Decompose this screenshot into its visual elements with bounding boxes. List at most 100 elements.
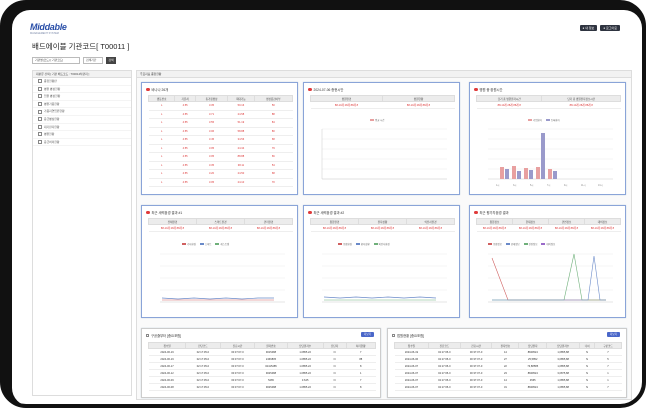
more-button[interactable]: 더보기 — [606, 332, 620, 337]
app-logo[interactable]: Middable — [30, 22, 67, 32]
table-cell: 2024-06-19 — [148, 355, 186, 363]
table-row[interactable]: 2024-06-19 02:17:05-0 00:37:07-0 14 8849524 1… — [394, 348, 622, 356]
legend-swatch — [488, 243, 492, 246]
screen: Middable MANAGEMENT SYSTEM ● 내 정보 ● 로그아웃… — [12, 10, 642, 404]
column-header: 당기 총 병원환자시간 — [475, 95, 543, 102]
table-cell: 1,0855,88 — [546, 383, 580, 391]
table-cell: 3.645 — [287, 376, 324, 384]
alert-dot-icon — [308, 87, 312, 92]
table-cell: 7 — [346, 376, 376, 384]
card-title: 최근 평가차환경 결과 — [479, 211, 509, 215]
dashboard-main: 주요지표 종합현황 바나나 26개 병동번호 기준치 총가용병상 최대가능 병상… — [136, 70, 632, 400]
sidebar-item[interactable]: 병원 병상현황 — [33, 86, 131, 94]
card-recent-result-2: 최근 세력환경 결과 #2 종합환경 환자상황 의전사환경 88-10개 28개 8… — [303, 205, 460, 318]
table-row[interactable]: 2024-06-19 02:17:05-0 00:37:07-0 2466805 1.0… — [148, 355, 376, 363]
column-header: 병원현황 — [382, 95, 455, 102]
more-button[interactable]: 더보기 — [360, 332, 374, 337]
chart-grid — [322, 128, 447, 180]
table-row[interactable]: 2024-06-07 02:17:05-0 00:37:07-0 31 8849524 1… — [394, 383, 622, 391]
table-cell: 00:37:07-0 — [460, 376, 492, 384]
legend-label: 기타환경 — [187, 243, 196, 246]
table-cell: 02:17:05-0 — [428, 376, 461, 384]
table-row[interactable]: 2024-06-09 02:17:05-0 00:37:07-0 5465 3.645 N… — [148, 376, 376, 384]
table-row[interactable]: 2024-06-12 02:17:05-0 00:37:07-0 9025488 1.0… — [148, 369, 376, 377]
app-logo-subtitle: MANAGEMENT SYSTEM — [30, 32, 59, 35]
table-cell: 24.50 — [227, 169, 255, 179]
table-row: L 4.55 3.05 24.34 79 — [148, 144, 293, 153]
table-cell: L — [148, 118, 175, 128]
institution-select[interactable]: 기관명(코드) [ 기관코드] — [32, 57, 80, 64]
table-cell: L — [148, 169, 175, 179]
panel-table-1: 구공출부터 [중요포함] 더보기 접수일 진단코드 진료시간 환자번호 담당환자수 진단자… — [141, 328, 381, 398]
legend-label: 종합환경 — [343, 243, 352, 246]
table-row[interactable]: 2024-06-07 02:17:05-0 00:37:07-0 23 8849524 3… — [394, 369, 622, 377]
card-evaluation-result: 최근 평가차환경 결과 종합정보 현재정보 관련정보 대비정보 88-10개 28개 … — [469, 205, 626, 318]
period-select[interactable]: 검색기간 — [83, 57, 103, 64]
table-cell: 1 — [346, 369, 376, 377]
legend-label: 종합정보 — [493, 243, 502, 246]
sidebar-item[interactable]: 응급병상현황 — [33, 116, 131, 124]
sidebar-item[interactable]: 병원가용현황 — [33, 101, 131, 109]
tick-label: 7시 — [547, 183, 550, 187]
filter-bar: 기관명(코드) [ 기관코드] 검색기간 검색 — [32, 57, 116, 64]
table-cell: 7 — [594, 348, 622, 356]
table-cell: 3.55 — [195, 118, 228, 128]
table-cell: 00:37:07-0 — [460, 383, 492, 391]
sidebar-item[interactable]: 대기환자현황 — [33, 124, 131, 132]
alert-dot-icon — [474, 87, 478, 92]
table-cell: L — [148, 127, 175, 136]
table-cell: 3.35 — [195, 161, 228, 170]
card-bed-status: 바나나 26개 병동번호 기준치 총가용병상 최대가능 병상증감여부 L 4.55… — [141, 82, 298, 195]
my-info-button[interactable]: ● 내 정보 — [579, 25, 598, 31]
table-cell: 4565 — [518, 376, 547, 384]
table-cell: 02:17:05-0 — [428, 362, 461, 370]
column-header: 기준치 — [174, 95, 196, 102]
table-cell: N — [323, 355, 347, 363]
card-time-chart: 2024-07-06 종현시안 병원환경 병원현황 88-10개 28개 88개 … — [303, 82, 460, 195]
table-row[interactable]: 2024-06-07 02:17:05-0 00:37:07-0 14 4565 1,08… — [394, 376, 622, 384]
sidebar-item[interactable]: 응급처리현황 — [33, 139, 131, 147]
table-row[interactable]: 2024-06-19 02:17:05-0 00:37:07-0 9015488 1.0… — [148, 348, 376, 356]
table-cell: 9015488 — [254, 348, 288, 356]
table-cell: 38.11 — [227, 161, 255, 170]
table-cell: L — [148, 152, 175, 162]
table-cell: 8849524 — [518, 383, 547, 391]
table-cell: 2466805 — [254, 355, 288, 363]
table-row[interactable]: 2024-06-07 02:17:05-0 00:37:07-0 22 73,88585… — [394, 362, 622, 370]
table-cell: 3.05 — [195, 178, 228, 187]
table-cell: 3.05 — [195, 144, 228, 153]
table-row: L 4.55 3.35 50.16 50 — [148, 101, 293, 111]
table-cell: 5465 — [254, 376, 288, 384]
sidebar-item[interactable]: 병원현황 — [33, 131, 131, 139]
sidebar-item[interactable]: 가용지연입원현황 — [33, 108, 131, 116]
table-row[interactable]: 2024-06-17 02:17:05-0 00:37:07-0 02415485 1.… — [148, 362, 376, 370]
table-cell: 2024-06-12 — [148, 369, 186, 377]
table-cell: 4.55 — [174, 169, 196, 179]
table-cell: 51.19 — [227, 118, 255, 128]
table-cell: 00:37:07-0 — [220, 369, 255, 377]
table-cell: N — [579, 369, 595, 377]
sidebar-item[interactable]: 종합현황판 — [33, 78, 131, 86]
table-cell: 31 — [491, 383, 519, 391]
search-button[interactable]: 검색 — [106, 57, 116, 64]
logout-button[interactable]: ● 로그아웃 — [600, 25, 620, 31]
table-row[interactable]: 2024-06-08 02:17:05-0 00:37:07-0 9025488 1.0… — [148, 383, 376, 391]
metric-value: 88-10개 28개 88개 8 — [548, 224, 585, 232]
table-row[interactable]: 2024-06-06 02:17:05-0 00:37:07-0 27 25,5852 3… — [394, 355, 622, 363]
table-cell: 66 — [254, 152, 293, 162]
table-cell: 02:17:05-0 — [428, 348, 461, 356]
table-cell: L — [148, 178, 175, 187]
table-cell: 24.58 — [227, 110, 255, 119]
table-cell: 00:37:07-0 — [220, 383, 255, 391]
table-cell: L — [148, 144, 175, 153]
legend-swatch — [182, 243, 186, 246]
table-cell: 4.55 — [174, 101, 196, 111]
table-cell: 3.71 — [195, 110, 228, 119]
table-cell: 22 — [491, 362, 519, 370]
sidebar-item[interactable]: 입원 병상현황 — [33, 93, 131, 101]
column-header: 의전사환경 — [406, 218, 455, 225]
metric-value: 88-10개 28개 88개 8 — [196, 224, 245, 232]
chart-grid — [488, 128, 613, 170]
chart-legend: 기타환경 스마트 세스트템 — [182, 242, 229, 246]
